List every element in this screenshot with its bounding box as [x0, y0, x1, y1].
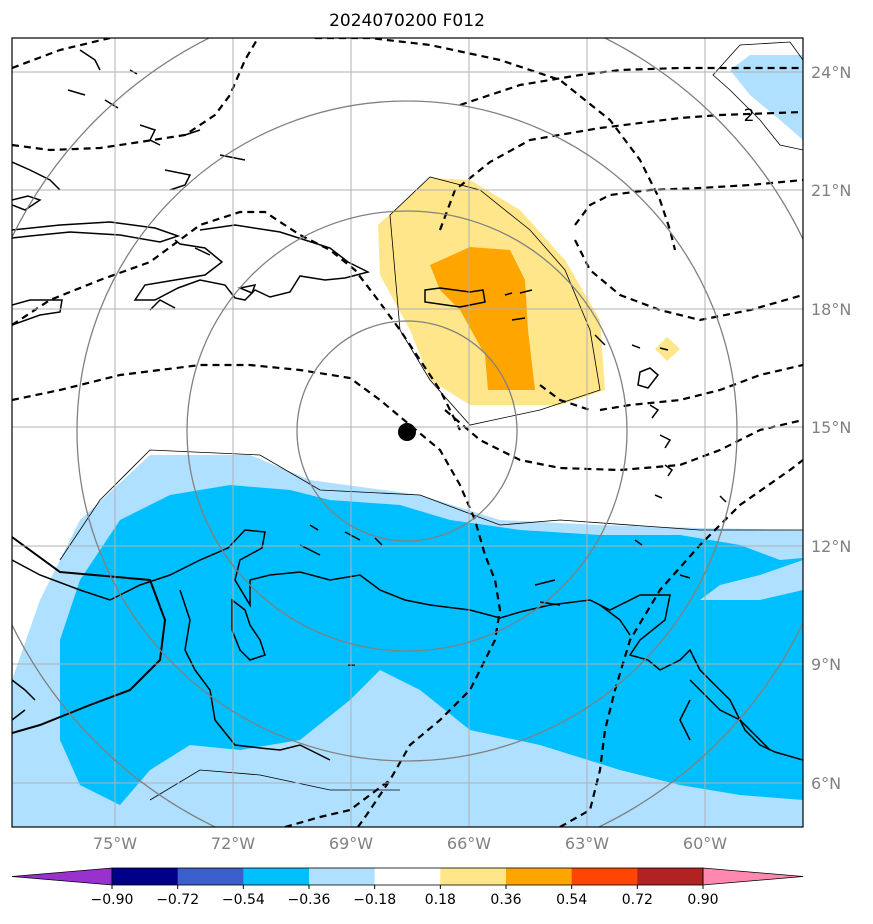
- colorbar-segment: [637, 868, 704, 885]
- colorbar-segment: [440, 868, 507, 885]
- colorbar-segment: [374, 868, 441, 885]
- negative-light-region-ne: [730, 55, 803, 140]
- lat-label-6n: 6°N: [811, 774, 841, 793]
- anomaly-outlines: [59, 41, 803, 801]
- colorbar-tick-label: −0.72: [156, 892, 199, 908]
- lat-label-12n: 12°N: [811, 537, 851, 556]
- colorbar-segment: [243, 868, 310, 885]
- colorbar-tick-label: 0.36: [490, 892, 521, 908]
- colorbar-segment: [177, 868, 244, 885]
- lat-label-18n: 18°N: [811, 300, 851, 319]
- border-line: [12, 536, 167, 734]
- colorbar-segment: [309, 868, 376, 885]
- lat-label-21n: 21°N: [811, 181, 851, 200]
- colorbar-segment: [506, 868, 573, 885]
- negative-dark-region: [60, 485, 803, 805]
- figure-title: 2024070200 F012: [329, 11, 485, 31]
- contour-label: 2: [744, 106, 755, 126]
- lat-label-15n: 15°N: [811, 418, 851, 437]
- map-frame: [11, 37, 804, 828]
- lon-label-69w: 69°W: [329, 834, 373, 853]
- colorbar-tick-label: 0.54: [556, 892, 587, 908]
- lon-label-63w: 63°W: [565, 834, 609, 853]
- colorbar-tick-label: 0.90: [687, 892, 718, 908]
- range-rings: [12, 38, 803, 827]
- colorbar-tick-label: 0.18: [425, 892, 456, 908]
- lon-labels: 75°W 72°W 69°W 66°W 63°W 60°W: [93, 834, 727, 853]
- lat-label-24n: 24°N: [811, 63, 851, 82]
- colorbar-tick-label: −0.90: [91, 892, 134, 908]
- colorbar-outline: [111, 867, 704, 886]
- positive-light-small: [655, 337, 680, 361]
- map-panel: 2: [12, 38, 803, 827]
- colorbar-segment: [112, 868, 179, 885]
- storm-center-marker: [398, 423, 416, 441]
- colorbar: −0.90 −0.72 −0.54 −0.36 −0.18 0.18 0.36 0.54 0.7…: [11, 867, 804, 908]
- colorbar-tick-label: 0.72: [622, 892, 653, 908]
- colorbar-extend-low: [11, 867, 113, 886]
- colorbar-tick-label: −0.36: [288, 892, 331, 908]
- positive-medium-region: [430, 247, 535, 390]
- negative-light-coast: [12, 760, 40, 827]
- colorbar-tick-label: −0.18: [353, 892, 396, 908]
- lon-label-72w: 72°W: [211, 834, 255, 853]
- coastlines: [12, 49, 803, 761]
- lon-label-60w: 60°W: [683, 834, 727, 853]
- lon-label-75w: 75°W: [93, 834, 137, 853]
- lon-label-66w: 66°W: [447, 834, 491, 853]
- lat-label-9n: 9°N: [811, 655, 841, 674]
- colorbar-extend-high: [702, 867, 804, 886]
- lat-labels: 24°N 21°N 18°N 15°N 12°N 9°N 6°N: [811, 63, 851, 793]
- colorbar-tick-label: −0.54: [222, 892, 265, 908]
- negative-light-gap: [700, 560, 803, 600]
- colorbar-segment: [571, 868, 638, 885]
